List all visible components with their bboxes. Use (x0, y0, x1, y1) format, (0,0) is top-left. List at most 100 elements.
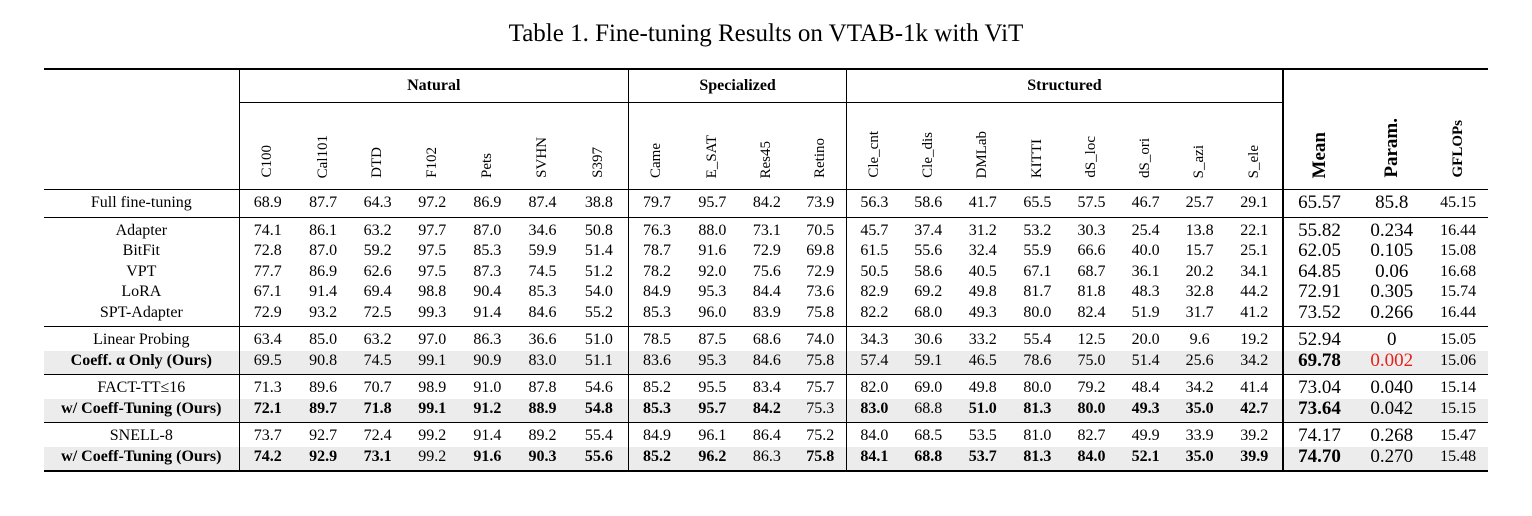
cell-s397: 38.8 (569, 189, 629, 218)
cell-ds-ori: 48.3 (1131, 283, 1160, 301)
cell-s-ele: 34.2 (1226, 350, 1283, 375)
cell-s-ele: 25.1 (1240, 242, 1269, 260)
cell-dtd: 74.5 (350, 350, 405, 375)
cell-gflops: 16.44 (1428, 302, 1488, 327)
column-header-label: dS_ori (1137, 137, 1154, 178)
column-header-s397: S397 (569, 102, 629, 190)
cell-gflops: 15.08 (1440, 242, 1477, 260)
cell-res45: 84.4 (752, 283, 781, 301)
cell-cle-dis: 68.5 (914, 427, 943, 445)
cell-e-sat: 96.0 (685, 302, 740, 327)
cell-param-: 0.06 (1375, 260, 1409, 282)
cell-s-ele: 34.1 (1240, 262, 1269, 280)
cell-cle-dis: 58.6 (901, 189, 955, 218)
cell-cal101: 92.7 (309, 427, 338, 445)
cell-dmlab: 33.2 (968, 331, 997, 349)
method-name: BitFit (122, 242, 160, 260)
cell-kitti: 55.9 (1023, 242, 1052, 260)
method-name: w/ Coeff-Tuning (Ours) (44, 446, 240, 472)
cell-c100: 73.7 (238, 422, 296, 447)
cell-cle-cnt: 56.3 (846, 189, 902, 218)
cell-s397: 55.6 (569, 446, 629, 472)
cell-e-sat: 95.7 (685, 189, 740, 218)
cell-f102: 97.0 (418, 331, 447, 349)
cell-ds-loc: 66.6 (1077, 242, 1106, 260)
table-row: w/ Coeff-Tuning (Ours) 72.1 89.7 71.8 99.1 91… (44, 398, 1488, 423)
column-header-ds-loc: dS_loc (1064, 102, 1119, 190)
cell-s-azi: 35.0 (1172, 446, 1227, 472)
cell-mean: 52.94 (1281, 326, 1356, 351)
table-section: SNELL-8 73.7 92.7 72.4 99.2 91.4 89.2 55.4 84.9 9… (44, 422, 1488, 472)
cell-s-ele: 19.2 (1240, 331, 1269, 349)
cell-s-azi: 31.7 (1172, 302, 1227, 327)
cell-came: 85.3 (627, 302, 686, 327)
cell-came: 84.9 (627, 282, 686, 303)
cell-svhn: 59.9 (528, 242, 557, 260)
cell-dmlab: 31.2 (968, 221, 997, 239)
cell-s-azi: 13.8 (1185, 221, 1214, 239)
cell-f102: 99.2 (418, 427, 447, 445)
cell-pets: 91.4 (459, 302, 516, 327)
column-header-cle-cnt: Cle_cnt (846, 102, 902, 190)
cell-mean: 64.85 (1281, 261, 1356, 282)
cell-res45: 73.1 (752, 221, 781, 239)
cell-came: 78.7 (627, 241, 686, 262)
cell-cle-cnt: 50.5 (846, 261, 902, 282)
cell-dmlab: 51.0 (954, 398, 1011, 423)
cell-ds-loc: 80.0 (1064, 398, 1119, 423)
column-header-label: F102 (423, 147, 440, 178)
cell-s397: 54.6 (584, 379, 613, 397)
cell-pets: 87.3 (473, 262, 502, 280)
cell-pets: 86.3 (473, 331, 502, 349)
cell-res45: 86.4 (752, 427, 781, 445)
cell-dtd: 63.2 (363, 331, 392, 349)
column-header-label: Came (648, 143, 665, 178)
cell-s397: 54.0 (584, 283, 613, 301)
cell-s-ele: 41.4 (1240, 379, 1269, 397)
cell-cle-cnt: 82.2 (846, 302, 902, 327)
cell-c100: 71.3 (238, 374, 296, 399)
cell-dmlab: 49.3 (954, 302, 1011, 327)
results-table: Natural Specialized Structured C100 Cal10… (44, 68, 1488, 472)
cell-mean: 62.05 (1281, 241, 1356, 262)
cell-param-: 0.105 (1370, 240, 1414, 262)
column-header-label: Param. (1381, 118, 1403, 178)
column-header-label: Retino (811, 138, 828, 178)
column-header-mean: Mean (1281, 102, 1356, 190)
cell-cal101: 85.0 (309, 331, 338, 349)
cell-f102: 98.9 (418, 379, 447, 397)
cell-ds-loc: 30.3 (1077, 221, 1106, 239)
table-row: FACT-TT≤16 71.3 89.6 70.7 98.9 91.0 87.8 54.6 85… (44, 374, 1488, 399)
cell-s397: 54.8 (569, 398, 629, 423)
method-name: VPT (126, 262, 157, 280)
cell-retino: 75.3 (794, 398, 847, 423)
column-header-label: GFLOPs (1449, 120, 1466, 178)
table-row: w/ Coeff-Tuning (Ours) 74.2 92.9 73.1 99.2 91… (44, 446, 1488, 472)
cell-s-ele: 44.2 (1240, 283, 1269, 301)
cell-res45: 83.4 (752, 379, 781, 397)
column-header-pets: Pets (459, 102, 516, 190)
cell-ds-ori: 48.4 (1131, 379, 1160, 397)
cell-f102: 97.5 (418, 242, 447, 260)
table-row: Adapter 74.1 86.1 63.2 97.7 87.0 34.6 50.8 76.3 8… (44, 217, 1488, 241)
cell-kitti: 65.5 (1010, 189, 1065, 218)
cell-s-azi: 33.9 (1185, 427, 1214, 445)
cell-dtd: 63.2 (363, 221, 392, 239)
cell-s-ele: 41.2 (1226, 302, 1283, 327)
column-header-row: C100 Cal101 DTD F102 Pets SVHN S397 Came E_SAT Re… (44, 102, 1488, 190)
cell-svhn: 90.3 (515, 446, 570, 472)
cell-cle-dis: 68.8 (901, 446, 955, 472)
table-row: VPT 77.7 86.9 62.6 97.5 87.3 74.5 51.2 78.2 92.0 7… (44, 260, 1488, 282)
cell-retino: 73.9 (794, 189, 847, 218)
cell-e-sat: 95.5 (698, 379, 727, 397)
cell-c100: 72.8 (238, 241, 296, 262)
column-header-label: Mean (1308, 131, 1330, 178)
cell-dtd: 69.4 (363, 283, 392, 301)
cell-e-sat: 95.7 (685, 398, 740, 423)
method-name: FACT-TT≤16 (97, 379, 186, 397)
column-header-label: S_ele (1245, 144, 1262, 178)
cell-cle-cnt: 82.9 (846, 282, 902, 303)
cell-cle-cnt: 84.0 (846, 422, 902, 447)
method-name: Adapter (115, 221, 168, 239)
column-header-s-azi: S_azi (1172, 102, 1227, 190)
